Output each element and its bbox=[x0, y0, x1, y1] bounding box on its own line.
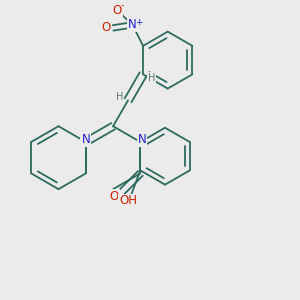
Text: N: N bbox=[128, 18, 137, 32]
Text: H: H bbox=[116, 92, 123, 102]
Text: O: O bbox=[112, 4, 122, 17]
Text: N: N bbox=[81, 133, 90, 146]
Text: H: H bbox=[148, 73, 155, 83]
Text: OH: OH bbox=[119, 194, 137, 208]
Text: -: - bbox=[120, 1, 124, 10]
Text: +: + bbox=[135, 18, 143, 27]
Text: O: O bbox=[110, 190, 119, 203]
Text: O: O bbox=[102, 21, 111, 34]
Text: N: N bbox=[137, 133, 146, 146]
